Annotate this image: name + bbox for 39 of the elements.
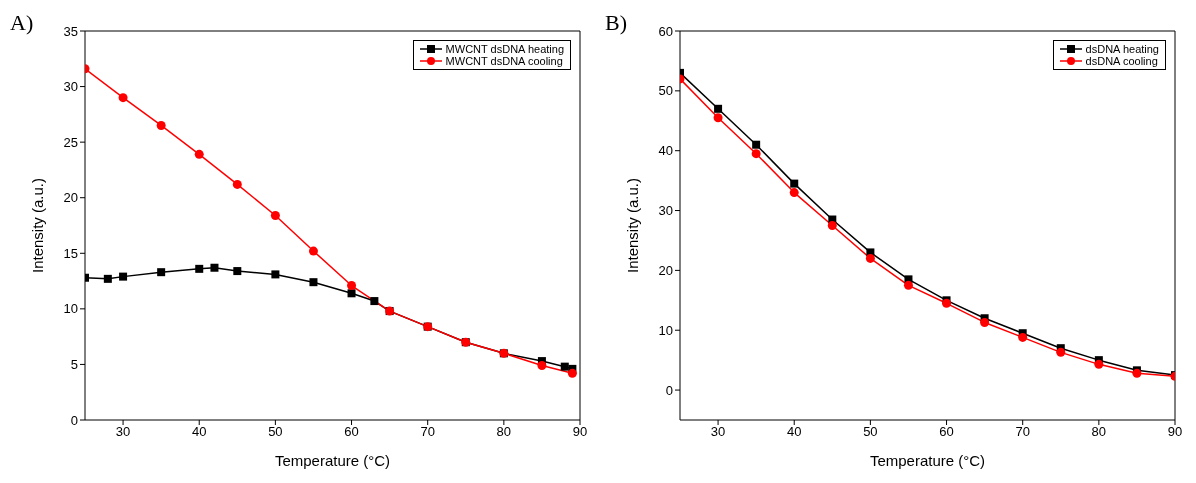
legend-label: dsDNA cooling bbox=[1085, 55, 1158, 67]
y-tick-label: 60 bbox=[658, 23, 673, 39]
x-tick-label: 80 bbox=[1091, 424, 1107, 440]
y-tick-label: 5 bbox=[70, 357, 78, 373]
text: B) bbox=[605, 10, 627, 36]
y-tick-label: 20 bbox=[63, 190, 78, 206]
x-tick-label: 50 bbox=[268, 424, 283, 440]
x-tick-label: 30 bbox=[115, 424, 131, 440]
x-tick-label: 60 bbox=[344, 424, 359, 440]
y-axis-title: Intensity (a.u.) bbox=[29, 177, 47, 274]
y-tick-label: 25 bbox=[63, 134, 78, 150]
y-tick-label: 30 bbox=[63, 79, 78, 95]
x-tick-label: 40 bbox=[192, 424, 207, 440]
legend-label: MWCNT dsDNA heating bbox=[445, 43, 564, 55]
x-tick-label: 80 bbox=[496, 424, 512, 440]
legend-label: MWCNT dsDNA cooling bbox=[445, 55, 563, 67]
x-tick-label: 30 bbox=[710, 424, 726, 440]
x-axis-title: Temperature (°C) bbox=[274, 452, 391, 469]
y-tick-label: 50 bbox=[658, 83, 673, 99]
x-tick-label: 90 bbox=[1167, 424, 1183, 440]
x-tick-label: 60 bbox=[939, 424, 954, 440]
y-tick-label: 40 bbox=[658, 143, 673, 159]
y-tick-label: 10 bbox=[658, 322, 673, 338]
text: A) bbox=[10, 10, 34, 36]
x-axis-title: Temperature (°C) bbox=[869, 452, 986, 469]
y-tick-label: 0 bbox=[665, 382, 673, 398]
y-axis-title: Intensity (a.u.) bbox=[624, 177, 642, 274]
y-tick-label: 30 bbox=[658, 203, 673, 219]
y-tick-label: 20 bbox=[658, 263, 673, 278]
x-tick-label: 70 bbox=[1015, 424, 1030, 440]
x-tick-label: 40 bbox=[787, 424, 802, 440]
x-tick-label: 70 bbox=[420, 424, 435, 440]
x-tick-label: 90 bbox=[572, 424, 588, 440]
x-tick-label: 50 bbox=[863, 424, 878, 440]
y-tick-label: 35 bbox=[63, 23, 78, 39]
y-tick-label: 15 bbox=[63, 245, 78, 261]
y-tick-label: 10 bbox=[63, 301, 78, 317]
y-tick-label: 0 bbox=[70, 412, 78, 428]
legend-label: dsDNA heating bbox=[1085, 43, 1159, 55]
